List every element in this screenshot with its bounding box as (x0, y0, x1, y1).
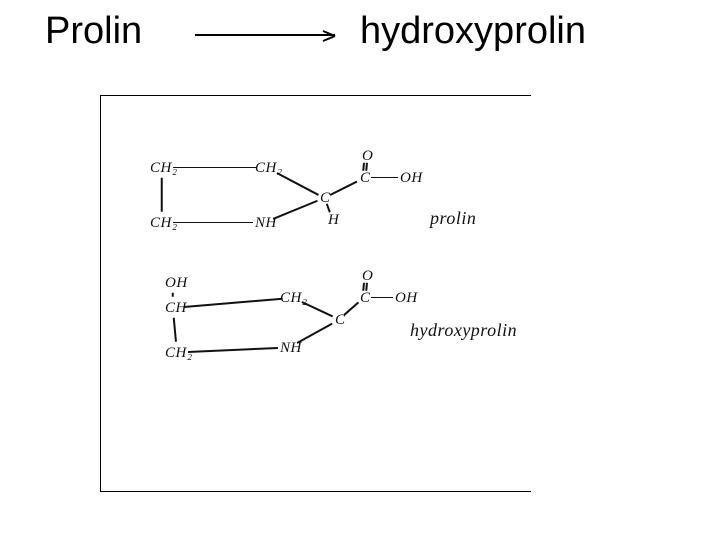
diagram-frame (100, 95, 531, 492)
prolin-atom-p-c-alpha: C (320, 190, 331, 207)
hydroxyprolin-atom-h-ch: CH (165, 300, 187, 317)
hydroxyprolin-atom-h-c-carb: C (360, 290, 371, 307)
hydroxyprolin-caption: hydroxyprolin (410, 320, 517, 341)
hydroxyprolin-atom-h-ch2-b: CH₂ (280, 290, 308, 307)
prolin-atom-p-oh: OH (400, 170, 423, 187)
prolin-atom-p-ch2-c: CH₂ (150, 215, 178, 232)
arrow-line (195, 34, 335, 36)
prolin-atom-p-h: H (328, 212, 339, 229)
hydroxyprolin-atom-h-oh-carb: OH (395, 290, 418, 307)
prolin-caption: prolin (430, 208, 476, 229)
arrow-head-icon (323, 35, 336, 42)
prolin-atom-p-c-carb: C (360, 170, 371, 187)
prolin-bond (371, 177, 398, 179)
prolin-bond (173, 222, 253, 224)
hydroxyprolin-bond (371, 297, 393, 299)
hydroxyprolin-atom-h-ch2-c: CH₂ (165, 345, 193, 362)
hydroxyprolin-atom-h-oh-ring: OH (165, 275, 188, 292)
header-arrow (0, 0, 720, 60)
prolin-bond (173, 167, 257, 169)
prolin-atom-p-ch2-a: CH₂ (150, 160, 178, 177)
